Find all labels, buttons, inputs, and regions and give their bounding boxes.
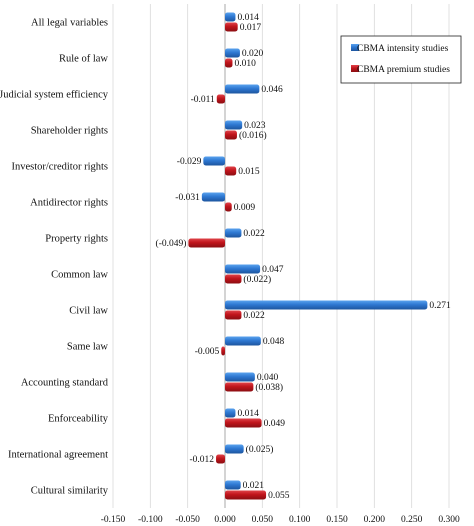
bar-premium xyxy=(225,22,238,32)
x-tick-label: -0.050 xyxy=(175,515,200,525)
data-label-premium: 0.017 xyxy=(240,23,262,33)
category-label: Rule of law xyxy=(59,54,108,65)
data-label-premium: 0.049 xyxy=(264,419,286,429)
bar-intensity xyxy=(225,336,261,346)
data-label-intensity: 0.022 xyxy=(243,229,265,239)
bar-intensity xyxy=(225,12,236,22)
x-tick-label: 0.300 xyxy=(438,515,460,525)
legend: CBMA intensity studies CBMA premium stud… xyxy=(340,35,462,84)
data-label-intensity: 0.047 xyxy=(262,265,284,275)
bar-intensity xyxy=(225,48,240,58)
data-label-premium: -0.005 xyxy=(195,347,220,357)
data-label-premium: (0.022) xyxy=(243,274,271,285)
category-label: Judicial system efficiency xyxy=(0,90,109,101)
x-tick-label: 0.200 xyxy=(364,515,386,525)
bar-intensity xyxy=(225,84,260,94)
x-tick-label: 0.050 xyxy=(252,515,274,525)
data-label-intensity: 0.048 xyxy=(263,337,285,347)
bar-intensity xyxy=(225,228,242,238)
data-label-intensity: 0.040 xyxy=(257,373,279,383)
bar-intensity xyxy=(201,192,225,202)
bar-premium xyxy=(221,346,225,356)
bar-premium xyxy=(225,166,237,176)
data-label-premium: 0.015 xyxy=(238,167,260,177)
category-label: Same law xyxy=(67,342,109,353)
data-label-premium: 0.010 xyxy=(234,59,256,69)
bar-premium xyxy=(225,382,254,392)
category-label: All legal variables xyxy=(31,18,108,29)
legend-swatch-premium xyxy=(351,65,359,72)
category-labels: All legal variables Rule of law Judicial s… xyxy=(0,18,109,497)
category-label: Enforceability xyxy=(48,414,109,425)
category-label: Property rights xyxy=(45,234,108,245)
data-label-premium: -0.012 xyxy=(189,455,214,465)
bar-premium xyxy=(225,130,237,140)
data-label-intensity: 0.020 xyxy=(242,49,264,59)
data-labels: 0.0140.0170.0200.0100.046-0.0110.023(0.0… xyxy=(156,13,451,501)
data-label-intensity: 0.046 xyxy=(261,85,283,95)
bar-premium xyxy=(216,454,225,464)
legend-box xyxy=(340,35,462,84)
data-label-premium: (-0.049) xyxy=(156,238,187,249)
bar-intensity xyxy=(225,444,244,454)
bar-premium xyxy=(225,274,242,284)
category-label: Investor/creditor rights xyxy=(11,162,108,173)
data-label-intensity: -0.031 xyxy=(175,193,200,203)
category-label: Shareholder rights xyxy=(31,126,108,137)
data-label-intensity: 0.021 xyxy=(243,481,265,491)
data-label-premium: (0.038) xyxy=(255,382,283,393)
data-label-intensity: (0.025) xyxy=(246,444,274,455)
x-tick-label: -0.150 xyxy=(101,515,126,525)
bar-intensity xyxy=(225,120,243,130)
legend-swatch-intensity xyxy=(351,44,359,51)
category-label: Accounting standard xyxy=(21,378,109,389)
data-label-premium: 0.055 xyxy=(268,491,290,501)
bar-intensity xyxy=(225,300,428,310)
x-tick-label: -0.100 xyxy=(138,515,163,525)
data-label-premium: -0.011 xyxy=(191,95,215,105)
bar-premium xyxy=(188,238,225,248)
data-label-intensity: 0.271 xyxy=(429,301,451,311)
legend-label-intensity: CBMA intensity studies xyxy=(357,44,449,54)
data-label-intensity: 0.023 xyxy=(244,121,266,131)
data-label-premium: (0.016) xyxy=(239,130,267,141)
x-tick-label: 0.250 xyxy=(401,515,423,525)
bars xyxy=(188,12,428,500)
bar-intensity xyxy=(225,372,255,382)
legend-label-premium: CBMA premium studies xyxy=(357,65,450,75)
bar-premium xyxy=(225,310,242,320)
data-label-premium: 0.009 xyxy=(234,203,256,213)
x-tick-label: 0.150 xyxy=(326,515,348,525)
bar-intensity xyxy=(225,480,241,490)
bar-intensity xyxy=(225,264,261,274)
x-tick-label: 0.000 xyxy=(214,515,236,525)
bar-premium xyxy=(225,418,262,428)
category-label: Common law xyxy=(51,270,108,281)
data-label-intensity: 0.014 xyxy=(237,13,259,23)
data-label-premium: 0.022 xyxy=(243,311,265,321)
bar-intensity xyxy=(203,156,225,166)
category-label: Antidirector rights xyxy=(30,198,108,209)
bar-premium xyxy=(225,490,267,500)
category-label: International agreement xyxy=(8,450,108,461)
bar-premium xyxy=(216,94,225,104)
category-label: Cultural similarity xyxy=(31,486,109,497)
data-label-intensity: 0.014 xyxy=(237,409,259,419)
data-label-intensity: -0.029 xyxy=(177,157,202,167)
bar-premium xyxy=(225,202,232,212)
category-label: Civil law xyxy=(69,306,108,317)
bar-intensity xyxy=(225,408,236,418)
bar-premium xyxy=(225,58,233,68)
x-tick-label: 0.100 xyxy=(289,515,311,525)
